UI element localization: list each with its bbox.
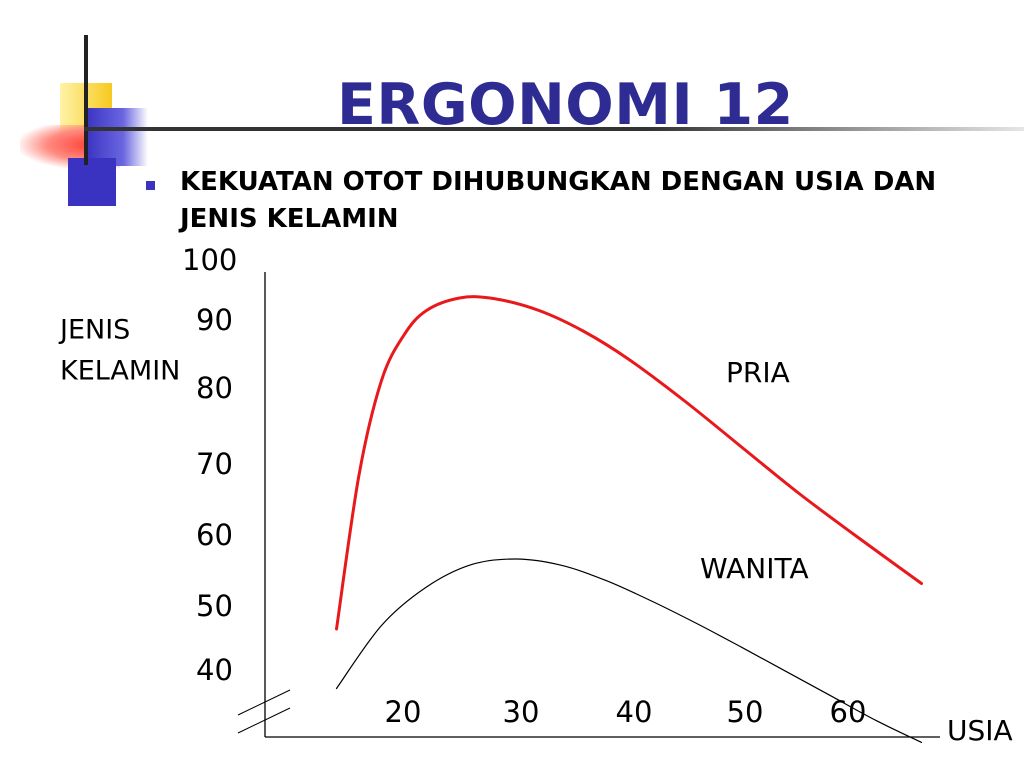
y-tick-label: 90 bbox=[196, 303, 233, 337]
decor-horizontal-rule bbox=[84, 127, 1024, 131]
x-tick-label: 40 bbox=[616, 695, 653, 729]
x-tick-label: 50 bbox=[727, 695, 764, 729]
bullet-marker bbox=[146, 181, 155, 190]
y-tick-label: 50 bbox=[196, 589, 233, 623]
y-tick-label: 60 bbox=[196, 518, 233, 552]
x-axis-label: USIA bbox=[947, 714, 1013, 747]
y-tick-label: 40 bbox=[196, 653, 233, 687]
axis-break-mark bbox=[237, 689, 291, 716]
decor-blue-square-bottom bbox=[68, 158, 116, 206]
series-line-pria bbox=[335, 295, 923, 631]
y-tick-label: 80 bbox=[196, 371, 233, 405]
axis-break-mark bbox=[237, 707, 291, 734]
slide-title: ERGONOMI 12 bbox=[337, 72, 794, 138]
series-label-pria: PRIA bbox=[726, 356, 790, 389]
series-label-wanita: WANITA bbox=[700, 552, 809, 585]
y-axis-label: JENIS bbox=[58, 315, 130, 346]
decor-vertical-rule bbox=[84, 35, 88, 165]
y-axis-label: KELAMIN bbox=[60, 356, 180, 387]
x-tick-label: 20 bbox=[385, 695, 422, 729]
x-tick-label: 30 bbox=[503, 695, 540, 729]
series-line-wanita bbox=[335, 558, 923, 743]
y-tick-label: 70 bbox=[196, 447, 233, 481]
bullet-text: KEKUATAN OTOT DIHUBUNGKAN DENGAN USIA DA… bbox=[180, 167, 937, 234]
decor-blue-square-top bbox=[86, 108, 148, 166]
y-tick-label: 100 bbox=[182, 243, 237, 277]
